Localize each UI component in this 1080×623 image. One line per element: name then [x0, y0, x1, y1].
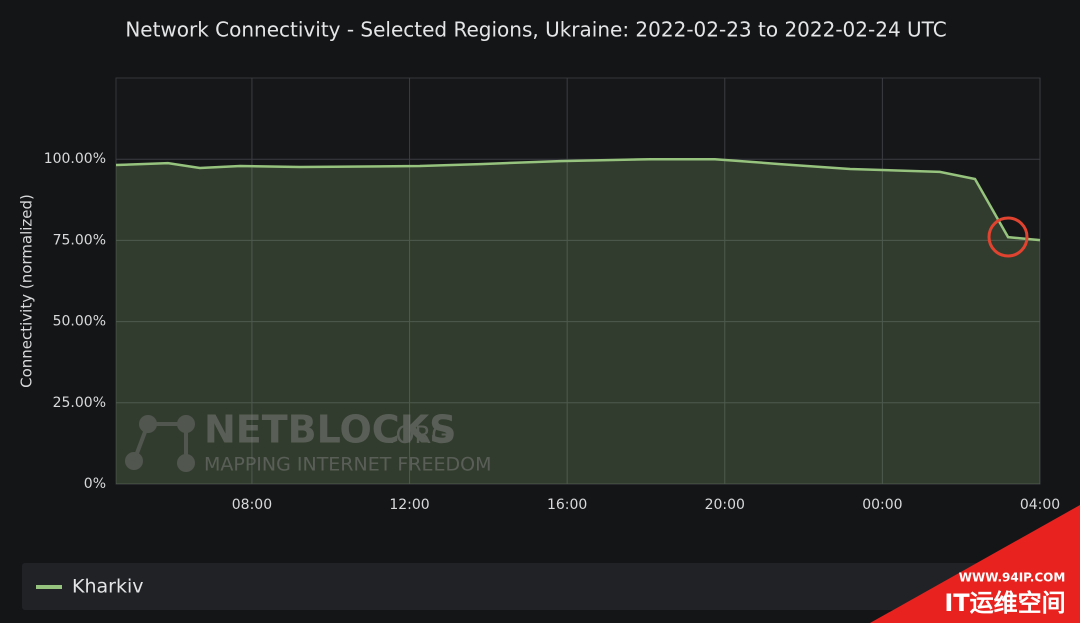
chart-title: Network Connectivity - Selected Regions,… [125, 18, 946, 42]
watermark-brand: NETBLOCKS [204, 408, 457, 452]
y-tick-label: 50.00% [53, 314, 106, 330]
corner-name: IT运维空间 [944, 589, 1065, 617]
legend-label[interactable]: Kharkiv [72, 576, 143, 598]
y-tick-label: 75.00% [53, 232, 106, 248]
x-tick-label: 08:00 [232, 497, 272, 513]
plot-area: 0% 25.00% 50.00% 75.00% 100.00% 08:00 12:00 16:… [44, 77, 1060, 513]
y-tick-label: 100.00% [44, 151, 106, 167]
y-axis-label: Connectivity (normalized) [18, 194, 36, 388]
series-line [115, 157, 1041, 242]
area-fill [116, 159, 1040, 484]
legend [22, 563, 1062, 610]
y-tick-label: 25.00% [53, 395, 106, 411]
x-tick-label: 00:00 [862, 497, 902, 513]
watermark: NETBLOCKS .ORG MAPPING INTERNET FREEDOM [125, 408, 492, 476]
plot-background [115, 77, 1041, 485]
x-tick-label: 20:00 [705, 497, 745, 513]
x-tick-label: 16:00 [547, 497, 587, 513]
y-tick-label: 0% [84, 476, 106, 492]
x-tick-label: 12:00 [389, 497, 429, 513]
x-tick-label: 04:00 [1020, 497, 1060, 513]
watermark-tagline: MAPPING INTERNET FREEDOM [204, 454, 492, 476]
corner-banner [870, 505, 1080, 623]
watermark-suffix: .ORG [388, 421, 450, 449]
highlight-circle [987, 216, 1029, 258]
corner-url: WWW.94IP.COM [959, 571, 1066, 585]
